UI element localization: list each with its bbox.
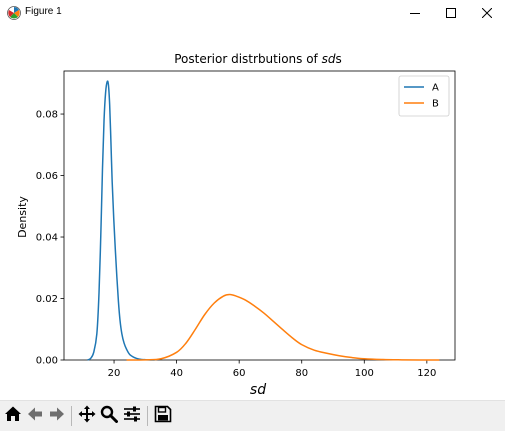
maximize-icon	[446, 8, 456, 18]
minimize-button[interactable]	[397, 0, 433, 26]
legend-box	[398, 75, 450, 117]
close-icon	[482, 8, 492, 18]
save-icon	[154, 405, 172, 427]
toolbar-separator	[147, 406, 148, 426]
legend: AB	[398, 75, 450, 117]
close-button[interactable]	[469, 0, 505, 26]
y-tick-label: 0.04	[36, 233, 58, 244]
chart-title: Posterior distrbutions of sds	[174, 52, 342, 66]
plot-axes	[63, 70, 456, 361]
maximize-button[interactable]	[433, 0, 469, 26]
navigation-toolbar	[0, 400, 505, 431]
zoom-icon	[100, 405, 118, 427]
matplotlib-logo-icon	[6, 5, 22, 21]
axes-frame	[63, 70, 456, 361]
legend-label-b: B	[432, 99, 439, 110]
x-tick-label: 120	[417, 368, 436, 379]
configure-subplots-icon	[123, 405, 141, 427]
pan-button[interactable]	[77, 405, 97, 427]
configure-subplots-button[interactable]	[122, 406, 142, 426]
y-axis-label: Density	[16, 196, 29, 238]
window-title: Figure 1	[25, 6, 62, 17]
legend-label-a: A	[432, 83, 439, 94]
tick-marks: 20 40 60 80 100 120 0.00 0.02 0.04 0.06 0.08	[36, 110, 437, 379]
y-tick-label: 0.00	[36, 356, 58, 367]
x-tick-label: 40	[170, 368, 183, 379]
home-button[interactable]	[3, 406, 23, 426]
x-tick-label: 20	[108, 368, 121, 379]
figure-canvas[interactable]: Posterior distrbutions of sds 20 40 60 80 10…	[0, 26, 505, 400]
x-axis-label: sd	[250, 382, 266, 398]
x-tick-label: 80	[295, 368, 308, 379]
y-tick-label: 0.02	[36, 294, 58, 305]
series-line-b	[126, 293, 440, 361]
series-lines	[87, 80, 440, 361]
y-tick-label: 0.08	[36, 110, 58, 121]
forward-button[interactable]	[47, 406, 67, 426]
home-icon	[4, 405, 22, 427]
pan-icon	[78, 405, 96, 427]
x-tick-label: 60	[233, 368, 246, 379]
toolbar-separator	[71, 406, 72, 426]
y-tick-label: 0.06	[36, 171, 58, 182]
back-icon	[26, 405, 44, 427]
save-button[interactable]	[153, 405, 173, 427]
minimize-icon	[410, 8, 420, 18]
zoom-button[interactable]	[99, 405, 119, 427]
density-chart: Posterior distrbutions of sds 20 40 60 80 10…	[16, 52, 456, 398]
title-bar: Figure 1	[0, 0, 505, 26]
forward-icon	[48, 405, 66, 427]
back-button[interactable]	[25, 406, 45, 426]
x-tick-label: 100	[355, 368, 374, 379]
series-line-a	[87, 80, 155, 361]
